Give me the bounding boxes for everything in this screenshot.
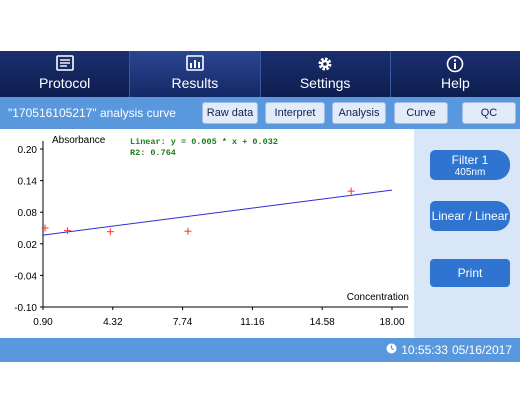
tab-protocol[interactable]: Protocol <box>0 51 131 97</box>
x-tick-label: 18.00 <box>379 317 404 328</box>
data-point <box>63 227 71 235</box>
tab-settings-label: Settings <box>299 75 351 91</box>
status-date: 05/16/2017 <box>451 343 512 357</box>
filter-label: Filter 1 <box>451 152 489 167</box>
data-point <box>184 227 192 235</box>
tab-protocol-label: Protocol <box>38 75 91 91</box>
fit-equation: Linear: y = 0.005 * x + 0.032 <box>130 137 278 147</box>
x-tick-label: 14.58 <box>310 317 335 328</box>
analysis-button[interactable]: Analysis <box>332 102 386 124</box>
info-icon <box>391 55 520 73</box>
gear-icon <box>261 55 390 73</box>
data-point <box>41 224 49 232</box>
clipboard-icon <box>0 55 129 73</box>
analysis-chart: 0.20 0.14 0.08 0.02 -0.04 -0.10 0.90 4.32 7.74 1… <box>0 129 414 338</box>
curve-button[interactable]: Curve <box>394 102 448 124</box>
side-panel: Filter 1 405nm Linear / Linear Print <box>414 129 520 338</box>
tab-results-label: Results <box>171 75 219 91</box>
r2-value: R2: 0.764 <box>130 148 176 158</box>
raw-data-button[interactable]: Raw data <box>202 102 258 124</box>
x-tick-label: 4.32 <box>103 317 123 328</box>
clock: 10:55:33 05/16/2017 <box>386 343 512 357</box>
plot-frame <box>42 141 408 308</box>
y-tick-label: 0.02 <box>18 240 38 251</box>
scale-button[interactable]: Linear / Linear <box>430 201 510 231</box>
status-time: 10:55:33 <box>401 343 448 357</box>
qc-button[interactable]: QC <box>462 102 516 124</box>
tab-help-label: Help <box>440 75 470 91</box>
filter-wavelength: 405nm <box>454 166 486 178</box>
clock-icon <box>386 343 397 357</box>
interpret-button[interactable]: Interpret <box>265 102 325 124</box>
data-point <box>347 187 355 195</box>
filter-button[interactable]: Filter 1 405nm <box>430 150 510 180</box>
main-nav: Protocol Results Settings Help <box>0 51 520 97</box>
print-button[interactable]: Print <box>430 259 510 287</box>
tab-settings[interactable]: Settings <box>261 51 391 97</box>
x-axis-label: Concentration <box>347 292 409 303</box>
y-axis-label: Absorbance <box>52 135 106 146</box>
y-tick-label: -0.04 <box>14 271 37 282</box>
app-screen: Protocol Results Settings Help "17051610… <box>0 51 520 362</box>
toolbar: "170516105217" analysis curve Raw data I… <box>0 97 520 129</box>
y-tick-label: 0.14 <box>18 177 38 188</box>
x-tick-label: 0.90 <box>33 317 53 328</box>
x-tick-label: 11.16 <box>240 317 265 328</box>
y-tick-label: -0.10 <box>14 303 37 314</box>
print-label: Print <box>457 266 483 280</box>
y-tick-label: 0.08 <box>18 208 38 219</box>
data-point <box>106 228 114 236</box>
scale-label: Linear / Linear <box>431 209 509 223</box>
chart-svg: 0.20 0.14 0.08 0.02 -0.04 -0.10 0.90 4.32 7.74 1… <box>14 135 409 328</box>
report-icon <box>130 55 259 73</box>
tab-results[interactable]: Results <box>130 51 261 97</box>
analysis-title: "170516105217" analysis curve <box>8 106 176 120</box>
fit-line <box>42 189 393 236</box>
tab-help[interactable]: Help <box>391 51 520 97</box>
x-tick-label: 7.74 <box>173 317 193 328</box>
status-bar: 10:55:33 05/16/2017 <box>0 338 520 362</box>
y-tick-label: 0.20 <box>18 145 38 156</box>
